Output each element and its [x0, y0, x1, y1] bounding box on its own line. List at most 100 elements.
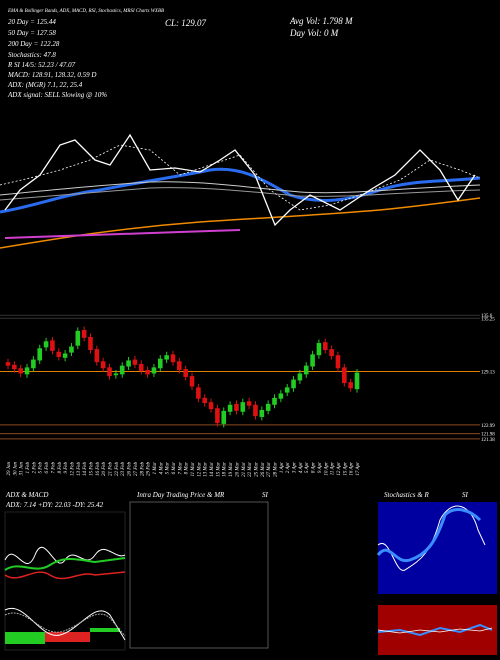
- level-label: 122.99: [481, 424, 495, 429]
- x-tick-label: 2 Feb: [32, 462, 37, 474]
- candle-body: [18, 368, 23, 374]
- candle-body: [322, 342, 328, 350]
- candle-body: [5, 362, 11, 366]
- x-tick-label: 7 Feb: [51, 462, 56, 474]
- candle-body: [62, 353, 68, 358]
- price-line: [4, 133, 476, 227]
- candle-body: [227, 404, 233, 412]
- stoch-panel: [378, 502, 497, 594]
- x-tick-label: 28 Feb: [140, 462, 145, 477]
- ema-line: [0, 167, 481, 214]
- candle-body: [265, 403, 271, 411]
- panel-title: SI: [262, 491, 269, 499]
- candle-body: [43, 341, 49, 348]
- x-tick-label: 12 Mar: [197, 462, 202, 477]
- candle-body: [272, 397, 277, 405]
- candle-body: [126, 360, 131, 367]
- ema-line: [4, 229, 241, 239]
- panel-title: ADX & MACD: [5, 491, 48, 499]
- candle-body: [183, 369, 188, 377]
- candle-body: [50, 340, 55, 351]
- candle-body: [354, 372, 360, 390]
- ema20: 20 Day = 125.44: [8, 18, 56, 26]
- candle-body: [348, 382, 353, 389]
- x-tick-label: 23 Feb: [121, 462, 126, 477]
- macd: MACD: 128.91, 128.32, 0.59 D: [7, 71, 96, 79]
- candle-body: [56, 351, 62, 357]
- candle-body: [335, 355, 341, 369]
- candle-body: [100, 361, 106, 369]
- plus-di: [4, 557, 126, 571]
- x-tick-label: 19 Mar: [229, 462, 234, 477]
- candle-body: [316, 343, 322, 356]
- stochastics: Stochastics: 47.8: [8, 51, 56, 59]
- candle-body: [202, 397, 208, 404]
- candle-body: [284, 387, 290, 393]
- ema-line: [0, 181, 481, 196]
- panel-frame: [4, 511, 126, 651]
- x-tick-label: 20 Mar: [235, 462, 240, 477]
- candle-body: [329, 349, 334, 357]
- panel-title: Intra Day Trading Price & MR: [136, 491, 225, 499]
- candle-body: [342, 367, 347, 384]
- minus-di: [4, 571, 126, 580]
- macd-hist: [45, 632, 90, 642]
- x-tick-label: 1 Mar: [153, 462, 158, 474]
- candle-body: [189, 376, 195, 387]
- header-title: EMA & Bollinger Bands, ADX, MACD, RSI, S…: [7, 9, 164, 14]
- x-tick-label: 29 Feb: [147, 462, 152, 477]
- x-tick-label: 20 Feb: [102, 462, 107, 477]
- day-vol: Day Vol: 0 M: [289, 28, 339, 38]
- candle-body: [278, 393, 284, 399]
- close: CL: 129.07: [165, 18, 207, 28]
- ema-line: [0, 187, 481, 201]
- adx-signal: ADX signal: SELL Slowing @ 10%: [7, 91, 107, 99]
- x-tick-label: 9 Feb: [64, 462, 69, 474]
- x-tick-label: 14 Feb: [83, 462, 88, 477]
- x-tick-label: 28 Mar: [274, 462, 279, 477]
- x-tick-label: 14 Mar: [210, 462, 215, 477]
- level-label: 121.38: [481, 438, 495, 443]
- x-tick-label: 12 Apr: [337, 462, 342, 476]
- macd-signal: [4, 612, 126, 637]
- rsi-signal: [377, 627, 493, 634]
- panel-frame: [129, 501, 269, 649]
- candle-body: [37, 348, 43, 361]
- candle-body: [31, 359, 36, 369]
- level-label: 121.98: [481, 433, 495, 438]
- rsi: R SI 14/5: 52.23 / 47.07: [7, 61, 76, 69]
- candle-body: [119, 365, 125, 375]
- x-tick-label: 13 Feb: [77, 462, 82, 477]
- x-tick-label: 11 Mar: [191, 462, 196, 477]
- macd-hist: [5, 632, 45, 644]
- x-tick-label: 27 Mar: [267, 462, 272, 477]
- level-label: 135.6: [481, 314, 493, 319]
- x-tick-label: 18 Mar: [223, 462, 228, 477]
- x-tick-label: 2 Apr: [286, 462, 291, 473]
- stoch-signal: [376, 508, 482, 563]
- candle-body: [145, 370, 150, 375]
- rsi-line: [377, 623, 493, 637]
- ema50: 50 Day = 127.58: [8, 29, 56, 37]
- x-tick-label: 8 Mar: [185, 462, 190, 474]
- x-tick-label: 4 Apr: [299, 462, 304, 473]
- x-tick-label: 12 Feb: [70, 462, 75, 477]
- level-label: 129.13: [481, 370, 495, 375]
- candle-body: [138, 363, 144, 371]
- panel-title: SI: [462, 491, 469, 499]
- candle-body: [196, 387, 201, 399]
- x-tick-label: 15 Mar: [216, 462, 221, 477]
- candle-body: [94, 349, 100, 363]
- x-tick-label: 21 Mar: [242, 462, 247, 477]
- x-tick-label: 30 Jan: [13, 462, 18, 476]
- candle-body: [208, 402, 214, 410]
- level-label: 135.25: [481, 317, 495, 322]
- x-tick-label: 3 Apr: [293, 462, 298, 473]
- candle-body: [240, 402, 246, 412]
- candle-body: [310, 354, 315, 367]
- candle-body: [170, 354, 176, 363]
- x-tick-label: 31 Jan: [20, 462, 25, 476]
- avg-vol: Avg Vol: 1.798 M: [289, 16, 353, 26]
- x-tick-label: 13 Mar: [204, 462, 209, 477]
- panel-title: Stochastics & R: [384, 491, 429, 499]
